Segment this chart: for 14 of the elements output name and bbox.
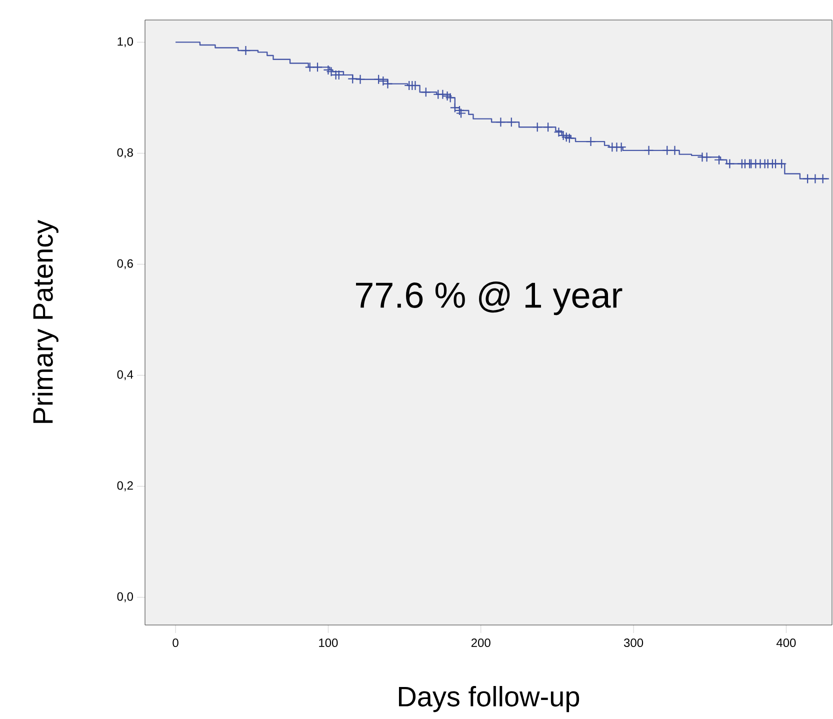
x-tick-label: 400: [776, 638, 796, 648]
y-tick-label: 0,4: [117, 370, 134, 380]
annotation: 77.6 % @ 1 year: [356, 282, 622, 316]
x-tick-label: 100: [319, 638, 338, 648]
y-axis-title: Primary Patency: [32, 220, 58, 423]
x-tick-label: 0: [172, 638, 178, 648]
x-axis-title: Days follow-up: [398, 686, 580, 712]
y-tick-label: 0,2: [117, 481, 133, 492]
y-tick-label: 0,8: [117, 148, 133, 158]
y-tick-label: 1,0: [118, 37, 134, 48]
y-tick-label: 0,0: [117, 592, 134, 602]
x-tick-label: 200: [471, 638, 490, 648]
y-tick-label: 0,6: [117, 259, 133, 270]
x-tick-label: 300: [624, 638, 644, 648]
